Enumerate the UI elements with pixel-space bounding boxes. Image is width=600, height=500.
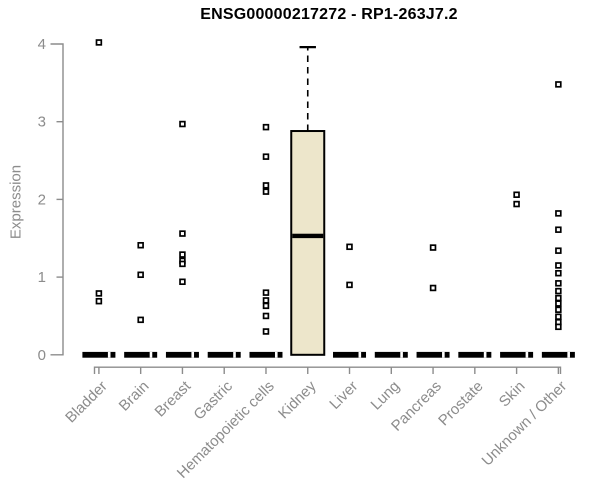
outlier-point-unknown-other: [555, 262, 562, 269]
zero-box-notch-brain: [149, 351, 153, 358]
outlier-point-brain: [137, 271, 144, 279]
zero-box-notch-unknown-other: [567, 351, 570, 358]
outlier-point-unknown-other: [555, 81, 562, 88]
chart-title: ENSG00000217272 - RP1-263J7.2: [200, 6, 458, 23]
box-kidney: [290, 130, 326, 356]
outlier-point-pancreas: [429, 244, 437, 251]
zero-box-notch-pancreas: [442, 351, 445, 358]
x-tick-label-brain: Brain: [116, 378, 153, 415]
zero-box-skin: [500, 351, 534, 358]
outlier-point-hematopoietic-cells: [262, 312, 270, 320]
outlier-point-hematopoietic-cells: [262, 289, 270, 296]
zero-box-notch-lung: [400, 351, 403, 358]
outlier-point-breast: [179, 251, 186, 258]
zero-box-notch-skin: [525, 351, 529, 358]
outlier-point-brain: [137, 241, 144, 249]
x-axis-line: [93, 366, 562, 374]
y-tick-label: 1: [38, 269, 46, 286]
zero-box-notch-liver: [358, 351, 362, 358]
outlier-point-unknown-other: [555, 247, 562, 254]
outlier-point-unknown-other: [555, 226, 562, 233]
zero-box-notch-gastric: [233, 351, 236, 358]
outlier-point-breast: [179, 278, 186, 286]
outlier-point-unknown-other: [555, 323, 562, 331]
outlier-point-skin: [513, 191, 520, 198]
x-tick-label-breast: Breast: [152, 377, 195, 420]
x-tick-label-liver: Liver: [326, 378, 361, 413]
zero-box-notch-prostate: [483, 351, 487, 358]
zero-box-brain: [124, 351, 158, 358]
zero-box-hematopoietic-cells: [249, 351, 283, 358]
outlier-point-skin: [513, 200, 520, 208]
outlier-point-breast: [179, 260, 186, 268]
outlier-point-hematopoietic-cells: [262, 297, 270, 304]
outlier-point-unknown-other: [555, 280, 562, 287]
zero-box-breast: [165, 351, 199, 358]
x-tick-label-lung: Lung: [367, 378, 403, 414]
y-tick-label: 2: [38, 191, 46, 208]
y-tick-label: 4: [38, 36, 46, 53]
y-tick-label: 0: [38, 347, 46, 364]
x-tick-label-skin: Skin: [496, 378, 529, 411]
outlier-point-unknown-other: [555, 210, 562, 217]
outlier-point-unknown-other: [555, 313, 562, 320]
outlier-point-pancreas: [429, 284, 437, 292]
zero-box-lung: [374, 351, 408, 358]
outlier-point-bladder: [95, 297, 103, 305]
x-tick-label-kidney: Kidney: [275, 377, 320, 422]
outlier-point-liver: [346, 281, 353, 289]
y-tick-label: 3: [38, 114, 46, 131]
outlier-point-hematopoietic-cells: [262, 123, 270, 131]
outlier-point-hematopoietic-cells: [262, 328, 270, 335]
zero-box-notch-hematopoietic-cells: [274, 351, 278, 358]
x-tick-label-prostate: Prostate: [435, 378, 487, 430]
outlier-point-unknown-other: [555, 306, 562, 313]
outlier-point-breast: [179, 120, 186, 128]
outlier-point-unknown-other: [555, 294, 562, 302]
outlier-point-unknown-other: [555, 287, 562, 295]
outlier-point-bladder: [95, 290, 103, 297]
outlier-point-hematopoietic-cells: [262, 188, 270, 195]
zero-box-notch-breast: [191, 351, 195, 358]
zero-box-pancreas: [416, 351, 450, 358]
zero-box-unknown-other: [541, 351, 575, 358]
outlier-point-hematopoietic-cells: [262, 302, 270, 310]
x-tick-label-bladder: Bladder: [62, 378, 111, 427]
outlier-point-unknown-other: [555, 300, 562, 307]
zero-box-prostate: [458, 351, 492, 358]
zero-box-notch-bladder: [107, 351, 111, 358]
outlier-point-brain: [137, 316, 144, 324]
outlier-point-hematopoietic-cells: [262, 182, 270, 189]
zero-box-gastric: [207, 351, 241, 358]
zero-box-bladder: [82, 351, 116, 358]
median-line-kidney: [292, 233, 324, 239]
outlier-point-bladder: [95, 39, 103, 46]
outlier-point-hematopoietic-cells: [262, 153, 270, 160]
outlier-point-liver: [346, 243, 353, 251]
outlier-point-unknown-other: [555, 269, 562, 277]
zero-box-liver: [333, 351, 367, 358]
outlier-point-breast: [179, 230, 186, 237]
